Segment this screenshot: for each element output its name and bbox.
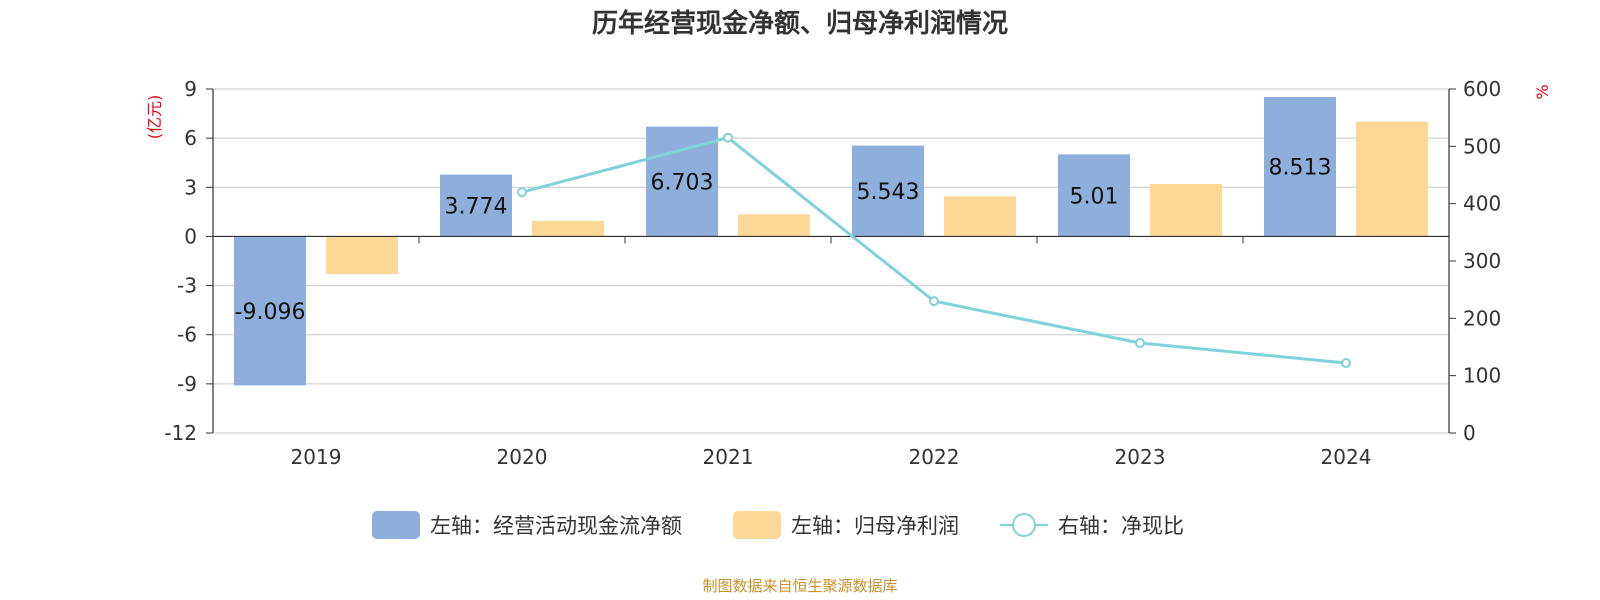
right-tick-label: 200 — [1463, 306, 1501, 330]
bar-profit — [326, 236, 398, 275]
right-axis-unit: % — [1533, 84, 1552, 99]
data-label: 8.513 — [1269, 156, 1332, 181]
bar-profit — [738, 214, 810, 237]
left-tick-label: 3 — [184, 175, 197, 199]
x-tick-label: 2019 — [291, 445, 342, 469]
right-tick-label: 500 — [1463, 134, 1501, 158]
right-tick-label: 0 — [1463, 421, 1476, 445]
data-label: 3.774 — [445, 195, 508, 220]
bar-cashflow — [1058, 154, 1130, 237]
x-tick-label: 2023 — [1115, 445, 1166, 469]
ratio-point — [517, 187, 527, 198]
right-tick-label: 400 — [1463, 192, 1501, 216]
legend-label: 右轴：净现比 — [1058, 514, 1184, 538]
axes — [212, 89, 1450, 433]
left-tick-label: 9 — [184, 77, 197, 101]
ratio-line — [517, 132, 1351, 369]
ratio-point — [1135, 337, 1145, 348]
ratio-line-path — [521, 136, 1347, 365]
bar-cashflow — [440, 174, 512, 237]
x-tick-label: 2021 — [703, 445, 754, 469]
left-tick-label: 0 — [184, 224, 197, 248]
grid-lines — [213, 88, 1449, 434]
data-label: 5.01 — [1070, 184, 1119, 209]
legend-label: 左轴：归母净利润 — [791, 514, 959, 538]
left-axis-unit: (亿元) — [145, 95, 164, 140]
legend-swatch — [733, 511, 781, 539]
bar-profit — [944, 196, 1016, 237]
bars — [234, 96, 1428, 386]
source-note: 制图数据来自恒生聚源数据库 — [702, 577, 897, 595]
ratio-point — [723, 132, 733, 143]
legend-swatch — [372, 511, 420, 539]
bar-cashflow — [852, 145, 924, 237]
x-tick-label: 2022 — [909, 445, 960, 469]
ratio-point — [1341, 358, 1351, 369]
left-axis-ticks: 9 6 3 0 -3 -6 -9 -12 — [164, 77, 213, 445]
bar-cashflow — [234, 236, 306, 386]
right-tick-label: 600 — [1463, 77, 1501, 101]
bar-cashflow — [1264, 96, 1336, 237]
x-tick-label: 2020 — [497, 445, 548, 469]
legend-label: 左轴：经营活动现金流净额 — [430, 514, 682, 538]
chart-title: 历年经营现金净额、归母净利润情况 — [592, 8, 1008, 39]
ratio-point — [929, 296, 939, 307]
data-label: 5.543 — [857, 180, 920, 205]
data-label: -9.096 — [235, 300, 306, 325]
bar-profit — [1150, 184, 1222, 237]
right-tick-label: 300 — [1463, 249, 1501, 273]
right-tick-label: 100 — [1463, 364, 1501, 388]
data-label: 6.703 — [651, 171, 714, 196]
data-labels: -9.096 3.774 6.703 5.543 5.01 8.513 — [235, 156, 1332, 325]
left-tick-label: -12 — [164, 421, 197, 445]
left-tick-label: -9 — [177, 372, 197, 396]
left-tick-label: -3 — [177, 274, 197, 298]
legend-marker — [1012, 513, 1036, 537]
x-tick-label: 2024 — [1321, 445, 1372, 469]
bar-profit — [1356, 121, 1428, 237]
right-axis-ticks: 600 500 400 300 200 100 0 — [1449, 77, 1501, 445]
left-tick-label: -6 — [177, 323, 197, 347]
x-axis-labels: 2019 2020 2021 2022 2023 2024 — [291, 445, 1372, 469]
bar-profit — [532, 220, 604, 237]
legend: 左轴：经营活动现金流净额 左轴：归母净利润 右轴：净现比 — [372, 511, 1184, 539]
left-tick-label: 6 — [184, 126, 197, 150]
